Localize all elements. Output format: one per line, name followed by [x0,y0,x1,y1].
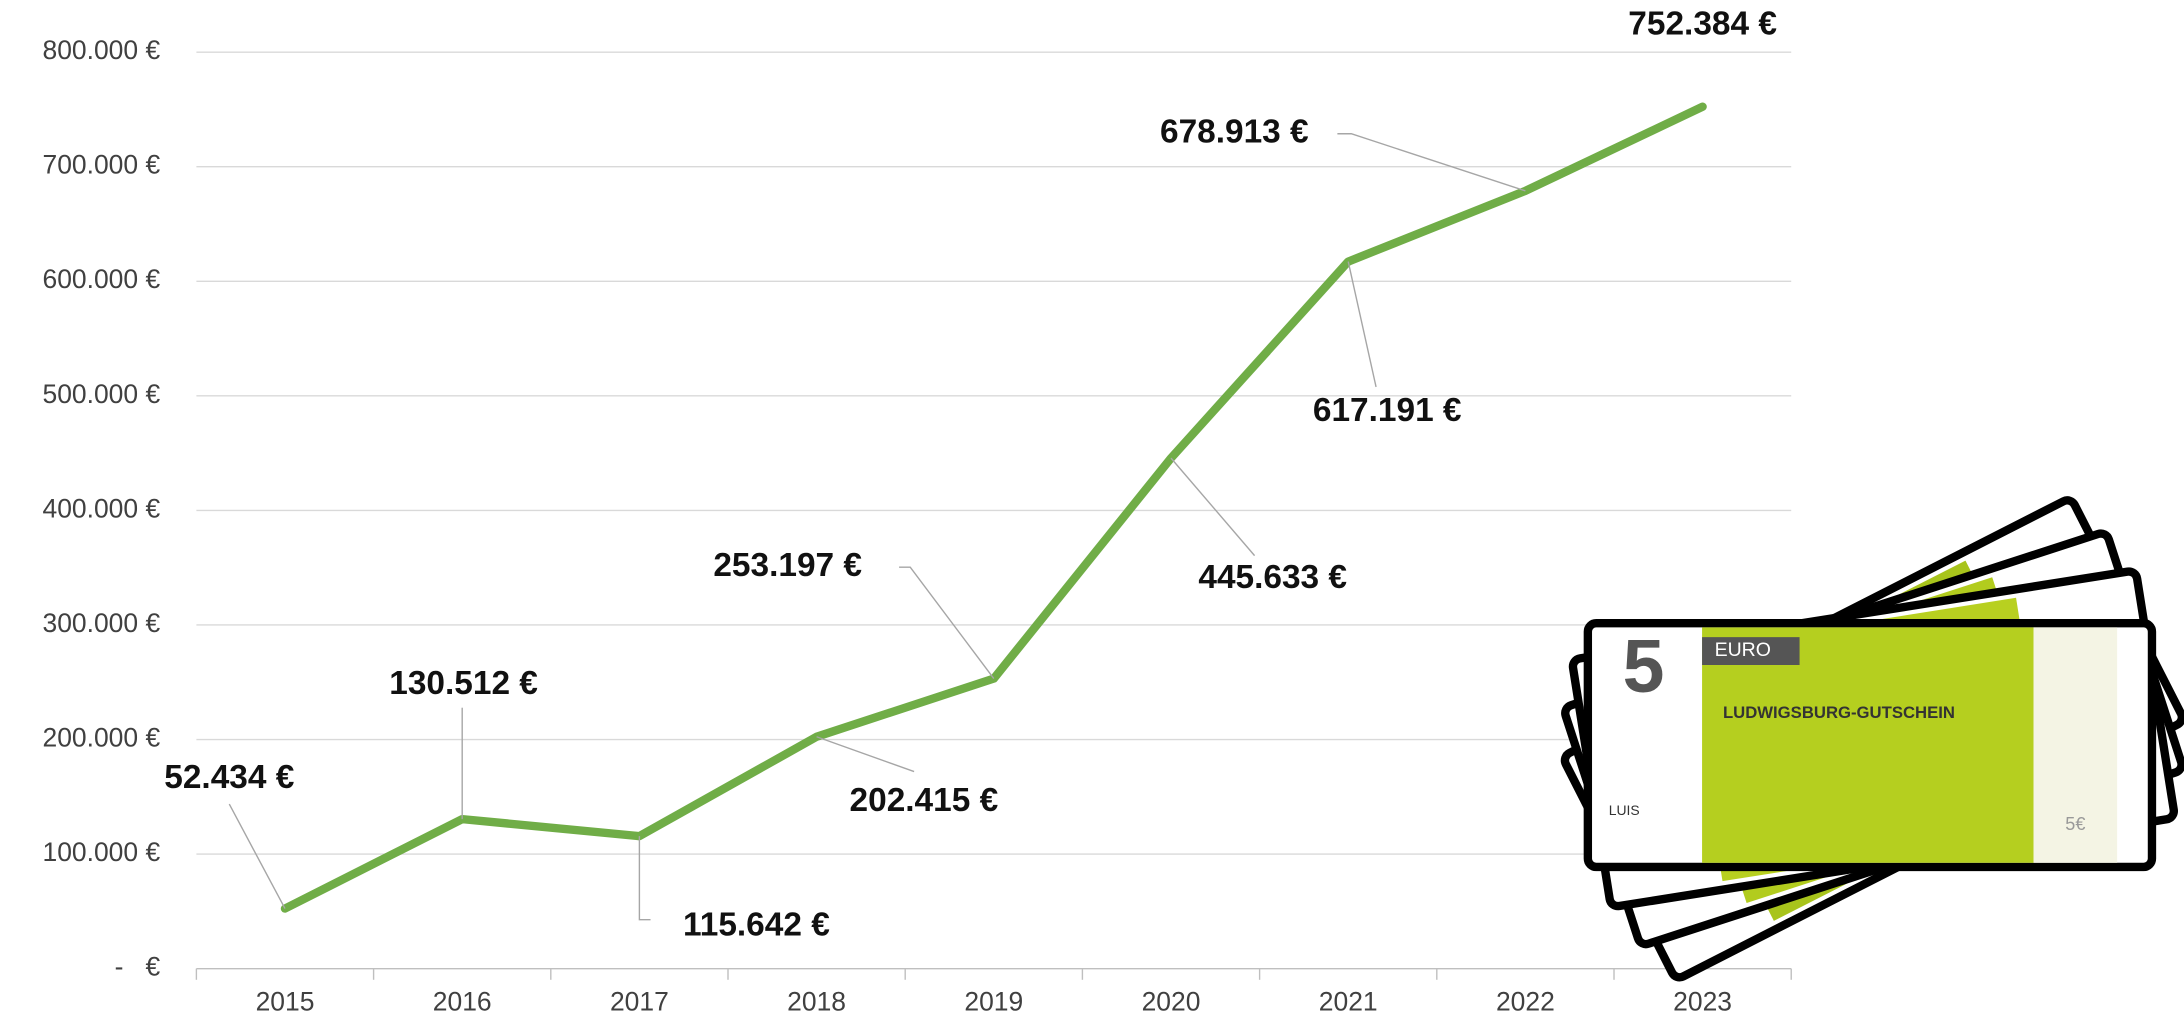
voucher-euro: EURO [1715,639,1771,661]
data-label: 752.384 € [1628,6,1777,43]
x-tick-label: 2017 [610,986,669,1016]
data-label: 52.434 € [164,759,294,796]
y-tick-label: 500.000 € [42,379,160,409]
x-tick-label: 2015 [256,986,315,1016]
voucher-price: 5€ [2065,814,2085,834]
x-tick-label: 2023 [1673,986,1732,1016]
y-tick-label: 600.000 € [42,264,160,294]
data-label: 115.642 € [683,907,830,944]
data-label: 678.913 € [1160,114,1309,151]
x-tick-label: 2021 [1319,986,1378,1016]
leader-line [1170,457,1256,557]
voucher-green [1702,627,2034,863]
x-tick-label: 2018 [787,986,846,1016]
y-tick-label: 200.000 € [42,723,160,753]
y-tick-label: 700.000 € [42,150,160,180]
y-tick-label: 100.000 € [42,837,160,867]
x-tick-label: 2016 [433,986,492,1016]
y-tick-label: 300.000 € [42,608,160,638]
voucher-heading: LUDWIGSBURG-GUTSCHEIN [1723,703,1955,722]
leader-line [228,803,286,909]
voucher-illustration: 50 20 10 5 EURO LUDWIGSBURG-GUTSCHEIN LU… [1560,496,2184,982]
x-tick-label: 2020 [1142,986,1201,1016]
leader-line [1347,261,1377,388]
voucher-euro-bar [1702,637,1800,665]
data-label: 253.197 € [713,547,862,584]
leader-line [1337,133,1526,192]
voucher-stub [2033,627,2118,863]
data-label: 617.191 € [1313,392,1462,429]
y-tick-label: 800.000 € [42,35,160,65]
voucher-value: 5 [1623,624,1665,708]
x-tick-label: 2019 [964,986,1023,1016]
leader-line [638,836,651,921]
y-tick-label: 400.000 € [42,493,160,523]
y-tick-label: - € [115,952,161,982]
data-label: 130.512 € [389,665,538,702]
data-label: 202.415 € [850,782,999,819]
x-tick-label: 2022 [1496,986,1555,1016]
leader-line [899,566,995,679]
voucher-brand: LUIS [1609,802,1640,818]
data-label: 445.633 € [1198,559,1347,596]
leader-line [816,736,915,773]
